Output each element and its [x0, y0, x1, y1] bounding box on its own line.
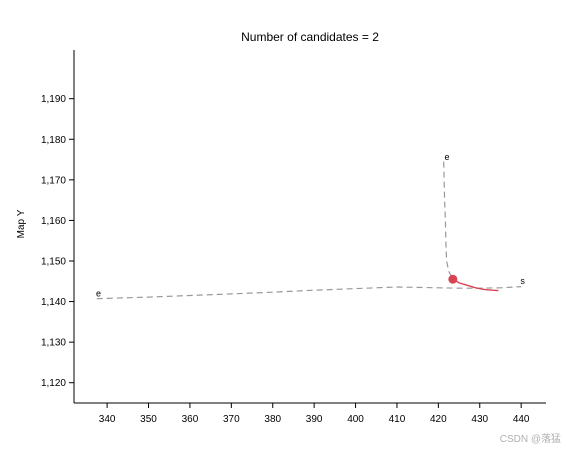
x-tick-label: 370 — [223, 414, 240, 425]
point-annotation: e — [445, 152, 450, 162]
y-axis-ticks: 1,120 1,130 1,140 1,150 1,160 1,170 1,180 1,190 — [41, 94, 74, 389]
x-tick-label: 420 — [430, 414, 447, 425]
x-tick-label: 440 — [513, 414, 530, 425]
series-line-3 — [452, 278, 499, 292]
point-annotation: e — [96, 288, 101, 298]
watermark: CSDN @落猛 — [500, 433, 561, 445]
y-tick-label: 1,130 — [41, 338, 66, 349]
chart-title: Number of candidates = 2 — [241, 30, 379, 44]
current-position-marker — [448, 274, 458, 284]
y-tick-label: 1,170 — [41, 175, 66, 186]
x-tick-label: 350 — [140, 414, 157, 425]
x-tick-label: 410 — [389, 414, 406, 425]
y-tick-label: 1,120 — [41, 378, 66, 389]
series-line-2 — [443, 161, 454, 280]
y-tick-label: 1,190 — [41, 94, 66, 105]
y-axis-label: Map Y — [16, 209, 27, 238]
x-axis-ticks: 340 350 360 370 380 390 400 410 420 430 440 — [99, 403, 530, 425]
x-tick-label: 390 — [306, 414, 323, 425]
point-annotation: s — [520, 276, 525, 286]
y-tick-label: 1,140 — [41, 297, 66, 308]
x-tick-label: 430 — [471, 414, 488, 425]
x-tick-label: 400 — [347, 414, 364, 425]
x-tick-label: 380 — [264, 414, 281, 425]
y-tick-label: 1,160 — [41, 216, 66, 227]
annotation-layer: e e s — [96, 152, 525, 298]
y-tick-label: 1,180 — [41, 135, 66, 146]
series-line-1 — [96, 286, 522, 300]
x-tick-label: 340 — [99, 414, 116, 425]
series-layer — [96, 161, 522, 300]
x-tick-label: 360 — [182, 414, 199, 425]
y-tick-label: 1,150 — [41, 256, 66, 267]
